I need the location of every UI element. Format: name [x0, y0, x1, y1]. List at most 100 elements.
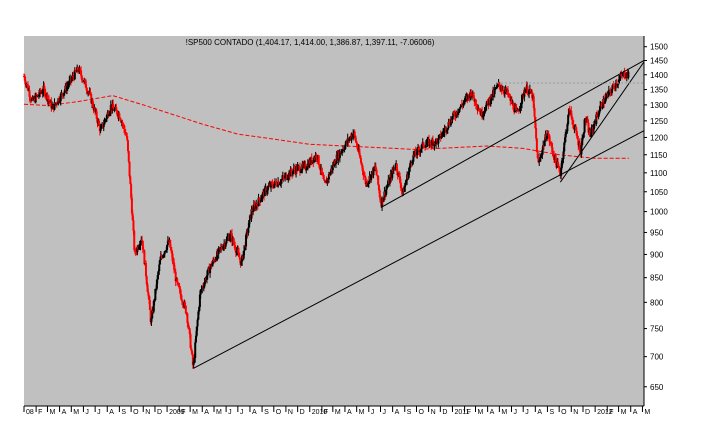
price-candle-body: [139, 241, 142, 246]
x-tick-label: D: [585, 409, 590, 416]
price-candle-body: [426, 139, 429, 144]
price-candle-body: [191, 350, 194, 355]
price-candle-body: [570, 110, 573, 117]
price-candle-body: [370, 174, 373, 181]
price-candle-body: [572, 124, 575, 129]
price-candle-body: [538, 160, 541, 163]
price-candle-body: [176, 278, 179, 283]
x-tick-label: A: [490, 409, 495, 416]
price-candle-body: [144, 263, 147, 277]
price-candle-body: [266, 190, 269, 193]
price-candle-body: [158, 264, 161, 272]
x-tick-label: N: [573, 409, 578, 416]
price-candle-body: [344, 144, 347, 149]
price-candle-body: [53, 102, 56, 110]
price-candle-body: [149, 309, 152, 323]
price-candle-body: [112, 103, 115, 109]
price-candle-body: [209, 267, 212, 274]
price-candle-body: [154, 288, 157, 300]
price-candle-body: [102, 124, 105, 128]
x-tick-label: A: [347, 409, 352, 416]
y-tick-label: 1200: [650, 133, 668, 142]
price-candle-body: [121, 122, 124, 125]
price-candle-body: [70, 78, 73, 81]
price-candle-body: [536, 152, 539, 159]
price-candle-body: [363, 175, 366, 178]
price-candle-body: [196, 319, 199, 327]
price-candle-body: [489, 100, 492, 104]
price-candle-body: [565, 131, 568, 133]
price-candle-body: [156, 275, 159, 280]
price-candle-body: [327, 173, 330, 180]
price-candle-body: [564, 137, 567, 143]
price-candle-body: [420, 144, 423, 149]
price-candle-body: [137, 246, 140, 249]
price-candle-body: [174, 271, 177, 282]
price-candle-body: [76, 67, 79, 71]
price-candle-body: [399, 182, 402, 189]
price-candle-body: [348, 138, 351, 141]
price-candle-body: [172, 261, 175, 263]
price-candle-body: [234, 245, 237, 250]
price-candle-body: [124, 133, 127, 135]
x-tick-label: A: [633, 409, 638, 416]
y-tick-label: 1400: [650, 71, 668, 80]
price-candle-body: [600, 103, 603, 108]
x-tick-label: M: [478, 409, 484, 416]
price-candle-body: [270, 182, 273, 184]
price-candle-body: [58, 100, 61, 102]
price-candle-body: [151, 310, 154, 319]
price-candle-body: [515, 108, 518, 111]
price-candle-body: [28, 90, 31, 97]
price-candle-body: [299, 171, 302, 173]
price-candle-body: [203, 281, 206, 287]
price-candle-body: [354, 135, 357, 141]
price-candle-body: [127, 151, 130, 162]
price-candle-body: [232, 238, 235, 244]
price-candle-body: [499, 85, 502, 90]
price-candle-body: [356, 142, 359, 148]
price-candle-body: [99, 128, 102, 131]
price-candle-body: [378, 190, 381, 198]
price-candle-body: [250, 209, 253, 219]
x-tick-label: 2009: [169, 409, 185, 416]
y-tick-label: 1250: [650, 117, 668, 126]
price-candle-body: [148, 299, 151, 310]
price-candle-body: [58, 98, 61, 102]
price-candle-body: [159, 255, 162, 260]
price-candle-body: [529, 88, 532, 94]
price-candle-body: [554, 155, 557, 162]
price-candle-body: [248, 220, 251, 228]
price-candle-body: [228, 237, 231, 241]
price-candle-body: [581, 137, 584, 146]
price-candle-body: [375, 169, 378, 176]
price-candle-body: [458, 108, 461, 113]
price-candle-body: [403, 185, 406, 192]
price-candle-body: [539, 156, 542, 158]
price-candle-body: [563, 142, 566, 152]
price-candle-body: [404, 183, 407, 186]
price-candle-body: [37, 95, 40, 97]
price-candle-body: [104, 119, 107, 121]
price-candle-body: [63, 90, 66, 93]
price-candle-body: [252, 204, 255, 212]
y-tick-label: 1100: [650, 169, 668, 178]
price-candle-body: [582, 132, 585, 138]
price-candle-body: [617, 79, 620, 84]
price-candle-body: [485, 100, 488, 106]
price-candle-body: [171, 253, 174, 262]
price-candle-body: [315, 154, 318, 159]
x-tick-label: O: [276, 409, 282, 416]
price-candle-body: [495, 88, 498, 90]
price-candle-body: [517, 110, 520, 112]
price-candle-body: [177, 283, 180, 287]
price-candle-body: [201, 286, 204, 290]
annotations-layer: [193, 60, 645, 369]
price-candle-body: [470, 91, 473, 97]
price-candle-body: [524, 89, 527, 93]
price-candle-body: [460, 104, 463, 108]
price-candle-body: [164, 250, 167, 252]
price-candle-body: [216, 251, 219, 261]
price-candle-body: [449, 119, 452, 126]
